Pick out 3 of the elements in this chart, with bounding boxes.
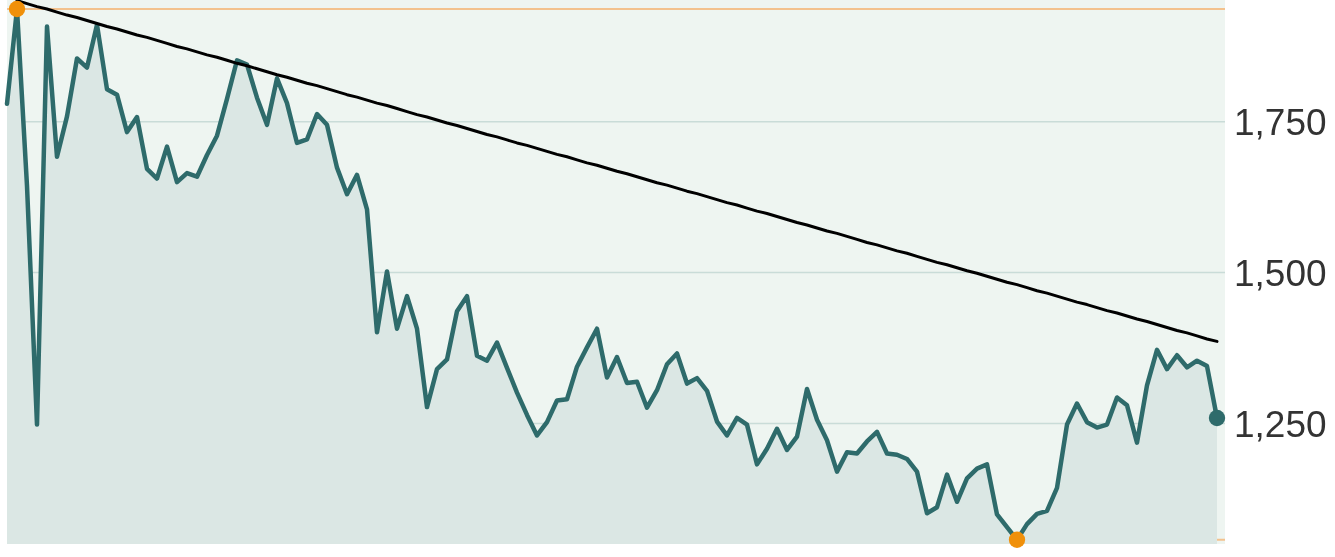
- y-tick-label: 1,250: [1234, 403, 1327, 445]
- y-tick-label: 1,750: [1234, 102, 1327, 144]
- y-tick-label: 1,500: [1234, 252, 1327, 294]
